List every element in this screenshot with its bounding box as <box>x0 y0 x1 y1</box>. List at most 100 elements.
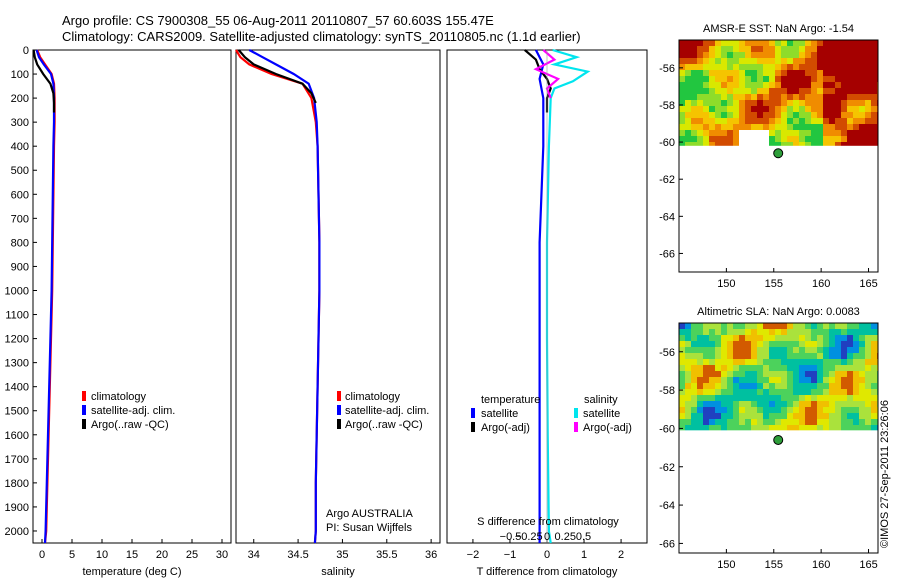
sst-cell <box>859 106 865 112</box>
sla-cell <box>871 335 877 341</box>
sla-cell <box>805 335 811 341</box>
sst-cell <box>727 136 733 142</box>
sst-cell <box>799 70 805 76</box>
sst-cell <box>733 46 739 52</box>
sla-cell <box>817 359 823 365</box>
sla-cell <box>703 425 709 431</box>
sla-cell <box>763 407 769 413</box>
y-tick-label: 600 <box>11 189 29 201</box>
sst-cell <box>835 76 841 82</box>
sla-cell <box>727 419 733 425</box>
sst-cell <box>853 136 859 142</box>
sla-cell <box>859 329 865 335</box>
sst-cell <box>709 40 715 46</box>
legend-swatch <box>574 408 578 418</box>
sla-cell <box>817 383 823 389</box>
sst-cell <box>757 124 763 130</box>
sla-cell <box>703 419 709 425</box>
y-tick-label: 1100 <box>5 310 29 322</box>
sla-cell <box>829 329 835 335</box>
sla-cell <box>751 347 757 353</box>
sla-cell <box>679 353 685 359</box>
sla-cell <box>769 359 775 365</box>
sla-cell <box>805 425 811 431</box>
sla-cell <box>679 413 685 419</box>
s-tick-label: 0.5 <box>576 531 591 543</box>
sla-cell <box>829 347 835 353</box>
sla-cell <box>697 425 703 431</box>
sla-cell <box>727 365 733 371</box>
sst-cell <box>781 100 787 106</box>
sla-cell <box>805 353 811 359</box>
sla-cell <box>745 359 751 365</box>
sla-cell <box>697 383 703 389</box>
sla-cell <box>817 365 823 371</box>
legend-label: Argo(-adj) <box>481 422 530 434</box>
sla-cell <box>847 389 853 395</box>
s-tick-label: −0.5 <box>500 531 522 543</box>
sla-cell <box>829 389 835 395</box>
sst-cell <box>685 142 691 146</box>
sla-cell <box>691 329 697 335</box>
sst-cell <box>847 46 853 52</box>
sla-cell <box>829 419 835 425</box>
sla-cell <box>787 395 793 401</box>
sla-cell <box>823 389 829 395</box>
sst-cell <box>775 76 781 82</box>
sla-cell <box>853 419 859 425</box>
sst-cell <box>727 82 733 88</box>
sla-cell <box>691 365 697 371</box>
sst-cell <box>745 76 751 82</box>
sla-cell <box>865 341 871 347</box>
sst-cell <box>799 100 805 106</box>
sla-cell <box>865 389 871 395</box>
sla-cell <box>685 365 691 371</box>
sla-cell <box>847 359 853 365</box>
sst-cell <box>859 52 865 58</box>
sst-cell <box>859 112 865 118</box>
sst-cell <box>817 106 823 112</box>
sst-cell <box>835 82 841 88</box>
sst-cell <box>859 130 865 136</box>
sla-cell <box>751 335 757 341</box>
sst-cell <box>817 46 823 52</box>
sst-cell <box>841 40 847 46</box>
sst-cell <box>811 106 817 112</box>
sla-cell <box>709 341 715 347</box>
sst-cell <box>715 46 721 52</box>
sst-cell <box>763 70 769 76</box>
sst-cell <box>697 124 703 130</box>
sla-cell <box>679 425 685 431</box>
sla-cell <box>787 359 793 365</box>
sst-cell <box>823 70 829 76</box>
sla-cell <box>769 395 775 401</box>
sla-cell <box>841 359 847 365</box>
sst-cell <box>775 94 781 100</box>
sst-cell <box>733 82 739 88</box>
salinity-xlabel: salinity <box>321 566 355 578</box>
sla-cell <box>811 371 817 377</box>
sst-cell <box>853 106 859 112</box>
sla-cell <box>775 347 781 353</box>
sla-cell <box>865 419 871 425</box>
sst-cell <box>703 118 709 124</box>
sla-cell <box>853 407 859 413</box>
sst-cell <box>799 40 805 46</box>
sst-cell <box>691 88 697 94</box>
sst-cell <box>751 70 757 76</box>
y-tick-label: 1200 <box>5 334 29 346</box>
sla-cell <box>769 341 775 347</box>
sst-cell <box>757 88 763 94</box>
sst-cell <box>757 82 763 88</box>
sla-cell <box>733 419 739 425</box>
sst-cell <box>793 46 799 52</box>
sst-cell <box>715 136 721 142</box>
sst-cell <box>679 88 685 94</box>
legend-swatch <box>471 408 475 418</box>
sst-cell <box>787 130 793 136</box>
sst-cell <box>727 52 733 58</box>
sst-cell <box>829 88 835 94</box>
sla-cell <box>733 413 739 419</box>
sla-cell <box>859 323 865 329</box>
sla-cell <box>715 425 721 431</box>
